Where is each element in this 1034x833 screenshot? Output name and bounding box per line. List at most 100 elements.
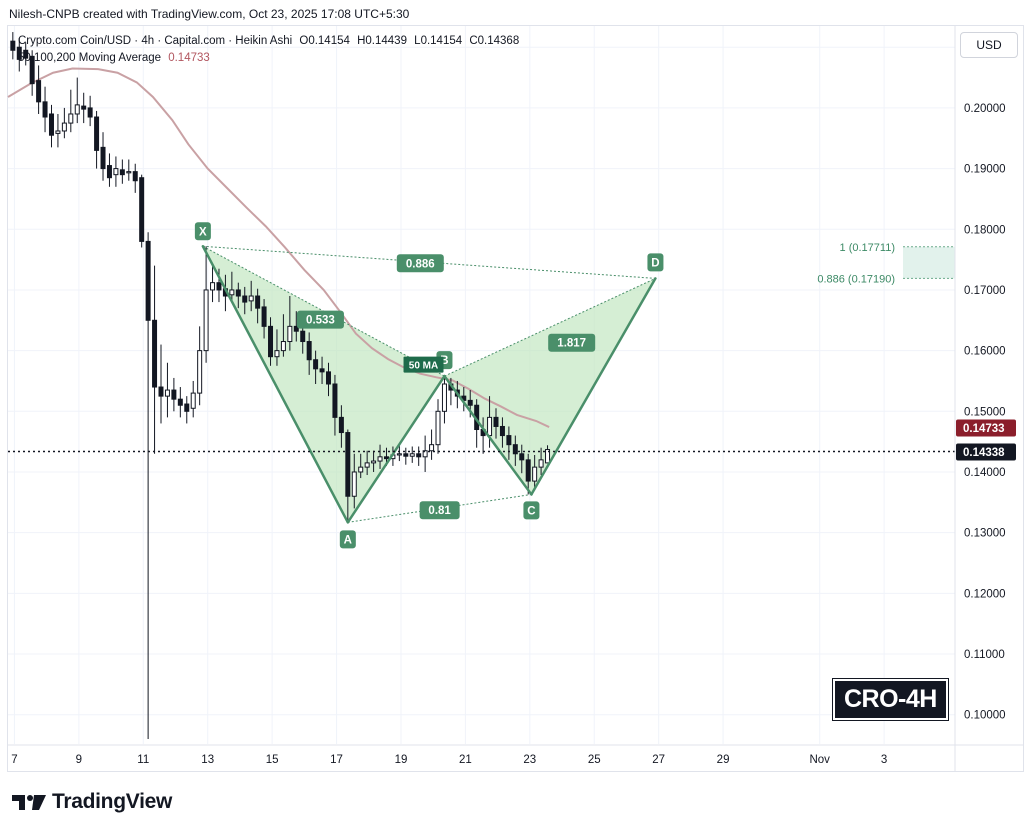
pattern-point-d-text: D xyxy=(651,257,659,269)
last-price-badge: 0.14338 xyxy=(956,443,1016,461)
candle xyxy=(145,232,151,739)
candle-body xyxy=(396,453,402,456)
candle-body xyxy=(152,319,158,388)
time-tick-label: 13 xyxy=(201,754,214,766)
candle xyxy=(538,447,544,476)
candle xyxy=(158,344,164,424)
price-tick-label: 0.20000 xyxy=(964,103,1006,115)
candle xyxy=(184,396,190,424)
candle-body xyxy=(409,453,415,457)
symbol-legend[interactable]: Crypto.com Coin/USD · 4h · Capital.com ·… xyxy=(18,35,519,47)
candle xyxy=(371,450,377,472)
candle xyxy=(313,350,319,384)
candle xyxy=(403,447,409,465)
candle xyxy=(493,408,499,439)
candle-body xyxy=(94,116,100,151)
candle-body xyxy=(525,459,531,482)
ma-50-line xyxy=(7,67,550,428)
candle-body xyxy=(190,392,196,409)
price-tick-label: 0.12000 xyxy=(964,588,1006,600)
candle xyxy=(377,444,383,469)
chart-credit: Nilesh-CNPB created with TradingView.com… xyxy=(9,7,410,21)
candle xyxy=(512,435,518,466)
ma-legend[interactable]: 50,100,200 Moving Average 0.14733 xyxy=(18,52,210,64)
candle-body xyxy=(545,449,551,464)
candle-body xyxy=(532,466,538,482)
candle xyxy=(364,450,370,476)
candle-body xyxy=(81,105,87,110)
price-tick-label: 0.17000 xyxy=(964,285,1006,297)
candle-body xyxy=(422,450,428,458)
candle xyxy=(164,362,170,418)
ticker-badge: CRO-4H xyxy=(832,678,949,721)
pattern-point-x-text: X xyxy=(199,226,207,238)
candle xyxy=(29,50,35,96)
candle-body xyxy=(216,282,222,291)
candle-body xyxy=(429,444,435,452)
axes: 0.210000.200000.190000.180000.170000.160… xyxy=(8,26,1024,772)
candle-body xyxy=(197,350,203,394)
ratio-label-0-886-bg xyxy=(396,254,444,273)
candle xyxy=(126,159,132,181)
candle xyxy=(68,89,74,133)
candle xyxy=(255,288,261,324)
time-tick-label: 25 xyxy=(588,754,601,766)
candles xyxy=(10,32,551,739)
candle xyxy=(119,159,125,184)
candle xyxy=(319,356,325,384)
candle-body xyxy=(171,389,177,400)
candle-body xyxy=(371,460,377,464)
candle xyxy=(416,446,422,466)
price-tick-label: 0.16000 xyxy=(964,346,1006,358)
candle-body xyxy=(293,325,299,332)
price-tick-label: 0.13000 xyxy=(964,528,1006,540)
pattern-point-c-bg xyxy=(523,501,540,520)
candle-body xyxy=(493,416,499,427)
candle-body xyxy=(287,325,293,343)
candle xyxy=(81,92,87,124)
candle xyxy=(358,453,364,479)
footer-brand[interactable]: TradingView xyxy=(12,790,172,814)
fib-zone xyxy=(903,246,955,279)
ma-label: 50,100,200 Moving Average xyxy=(18,52,162,64)
candle-body xyxy=(248,295,254,302)
candle-body xyxy=(126,171,132,174)
candle-body xyxy=(42,101,48,118)
candle-body xyxy=(48,113,54,136)
candle xyxy=(242,286,248,315)
harmonic-pattern-fill[interactable] xyxy=(202,246,656,523)
candle xyxy=(545,445,551,464)
candle-body xyxy=(519,453,525,461)
candle-body xyxy=(274,350,280,358)
harmonic-pattern-lines[interactable] xyxy=(201,245,657,524)
pattern-point-a: A xyxy=(339,530,356,549)
candle-body xyxy=(164,389,170,397)
candle-body xyxy=(403,453,409,457)
candle xyxy=(203,246,209,363)
symbol-line: Crypto.com Coin/USD · 4h · Capital.com ·… xyxy=(18,35,293,47)
candle-body xyxy=(36,80,42,103)
ohlc-open: O0.14154 xyxy=(299,35,350,47)
candle xyxy=(74,77,80,124)
candle xyxy=(293,311,299,342)
candle xyxy=(36,65,42,114)
candle-body xyxy=(61,122,67,132)
currency-button[interactable]: USD xyxy=(960,32,1018,58)
ma-price-badge-text: 0.14733 xyxy=(963,423,1005,435)
last-price-badge-bg xyxy=(956,443,1016,461)
candle-body xyxy=(487,416,493,437)
time-tick-label: Nov xyxy=(809,754,830,766)
candle xyxy=(396,444,402,462)
candle xyxy=(94,110,100,169)
time-tick-label: 27 xyxy=(652,754,665,766)
pattern-point-x-bg xyxy=(194,222,211,241)
candle-body xyxy=(261,306,267,327)
candle-body xyxy=(113,168,119,176)
time-tick-label: 29 xyxy=(717,754,730,766)
candle-body xyxy=(55,130,61,134)
ratio-label-0-533-bg xyxy=(296,310,344,329)
fib-label: 1 (0.17711) xyxy=(840,242,895,254)
pattern-labels[interactable]: X A B C D 0.886 0.533 1.817 0.81 50 MA xyxy=(194,222,664,549)
candle xyxy=(268,317,274,366)
